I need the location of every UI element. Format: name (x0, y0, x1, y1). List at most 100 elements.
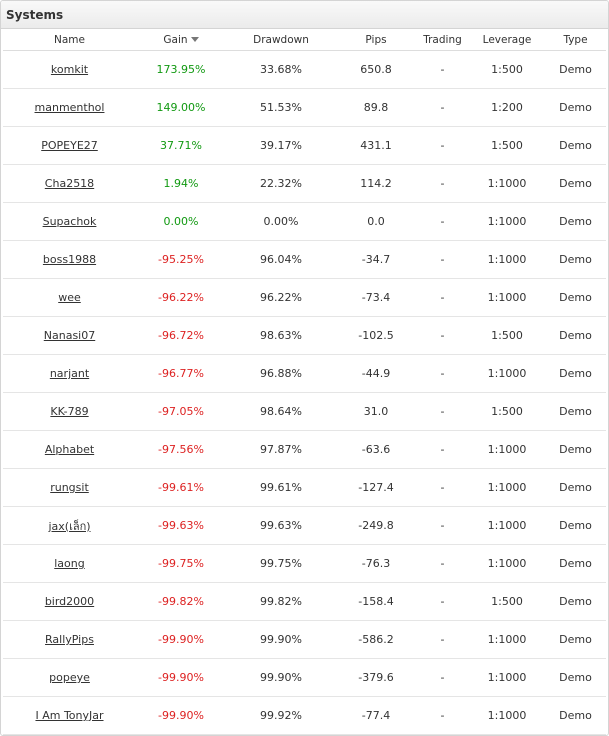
cell-drawdown-value: 99.90% (260, 671, 302, 684)
system-name-link[interactable]: narjant (49, 367, 90, 380)
cell-leverage: 1:1000 (469, 278, 545, 317)
column-header-pips[interactable]: Pips (336, 29, 416, 51)
cell-name: Nanasi07 (3, 316, 136, 355)
cell-trading-value: - (440, 671, 445, 684)
column-header-label: Trading (423, 33, 462, 46)
cell-gain-value: -99.63% (158, 519, 204, 532)
cell-type: Demo (545, 696, 606, 735)
column-header-name[interactable]: Name (3, 29, 136, 51)
cell-gain: 1.94% (136, 164, 226, 203)
system-name-link[interactable]: I Am TonyJar (35, 709, 104, 722)
cell-leverage-value: 1:1000 (487, 519, 527, 532)
cell-gain: -96.72% (136, 316, 226, 355)
cell-gain: -97.56% (136, 430, 226, 469)
cell-trading: - (416, 278, 469, 317)
cell-type-value: Demo (559, 177, 592, 190)
cell-trading-value: - (440, 253, 445, 266)
system-name-link[interactable]: rungsit (50, 481, 89, 494)
table-row: komkit 173.95% 33.68% 650.8 - 1:500 Demo (3, 50, 606, 89)
system-name-link[interactable]: komkit (50, 63, 89, 76)
system-name-link[interactable]: wee (58, 291, 81, 304)
cell-drawdown: 97.87% (226, 430, 336, 469)
system-name-link[interactable]: Supachok (42, 215, 97, 228)
cell-gain: 173.95% (136, 50, 226, 89)
cell-leverage-value: 1:1000 (487, 291, 527, 304)
system-name-link[interactable]: manmenthol (34, 101, 105, 114)
cell-leverage: 1:1000 (469, 658, 545, 697)
column-header-label: Pips (365, 33, 387, 46)
cell-drawdown-value: 33.68% (260, 63, 302, 76)
cell-gain: 149.00% (136, 88, 226, 127)
column-header-type[interactable]: Type (545, 29, 606, 51)
cell-leverage-value: 1:1000 (487, 177, 527, 190)
system-name-link[interactable]: POPEYE27 (41, 139, 98, 152)
cell-gain: -99.90% (136, 658, 226, 697)
system-name-link[interactable]: popeye (49, 671, 90, 684)
cell-leverage: 1:200 (469, 88, 545, 127)
cell-trading: - (416, 240, 469, 279)
table-row: bird2000 -99.82% 99.82% -158.4 - 1:500 Demo (3, 582, 606, 621)
system-name-link[interactable]: RallyPips (45, 633, 94, 646)
cell-pips-value: 431.1 (360, 139, 392, 152)
column-header-gain[interactable]: Gain (136, 29, 226, 51)
cell-drawdown-value: 96.22% (260, 291, 302, 304)
cell-type-value: Demo (559, 63, 592, 76)
cell-leverage-value: 1:500 (491, 63, 523, 76)
cell-trading-value: - (440, 481, 445, 494)
cell-leverage-value: 1:1000 (487, 481, 527, 494)
table-row: Nanasi07 -96.72% 98.63% -102.5 - 1:500 Demo (3, 316, 606, 355)
system-name-link[interactable]: Alphabet (44, 443, 95, 456)
cell-pips: 31.0 (336, 392, 416, 431)
cell-drawdown: 96.88% (226, 354, 336, 393)
cell-leverage-value: 1:1000 (487, 671, 527, 684)
cell-trading-value: - (440, 709, 445, 722)
column-header-leverage[interactable]: Leverage (469, 29, 545, 51)
cell-pips-value: -77.4 (361, 709, 391, 722)
cell-gain: -99.90% (136, 620, 226, 659)
table-row: narjant -96.77% 96.88% -44.9 - 1:1000 Demo (3, 354, 606, 393)
table-row: Supachok 0.00% 0.00% 0.0 - 1:1000 Demo (3, 202, 606, 241)
cell-type: Demo (545, 544, 606, 583)
table-row: boss1988 -95.25% 96.04% -34.7 - 1:1000 Demo (3, 240, 606, 279)
cell-trading: - (416, 582, 469, 621)
column-header-drawdown[interactable]: Drawdown (226, 29, 336, 51)
cell-leverage-value: 1:1000 (487, 633, 527, 646)
cell-trading: - (416, 88, 469, 127)
cell-name: boss1988 (3, 240, 136, 279)
cell-drawdown-value: 99.63% (260, 519, 302, 532)
cell-trading-value: - (440, 633, 445, 646)
cell-trading: - (416, 468, 469, 507)
cell-pips-value: -158.4 (358, 595, 394, 608)
cell-drawdown-value: 39.17% (260, 139, 302, 152)
system-name-link[interactable]: jax(เล็ก) (48, 519, 91, 533)
system-name-link[interactable]: Cha2518 (44, 177, 95, 190)
system-name-link[interactable]: bird2000 (44, 595, 95, 608)
cell-pips: -102.5 (336, 316, 416, 355)
cell-trading-value: - (440, 215, 445, 228)
sort-descending-icon (190, 36, 199, 42)
cell-name: rungsit (3, 468, 136, 507)
cell-name: RallyPips (3, 620, 136, 659)
column-header-trading[interactable]: Trading (416, 29, 469, 51)
cell-gain: -99.90% (136, 696, 226, 735)
cell-pips: -44.9 (336, 354, 416, 393)
cell-type-value: Demo (559, 253, 592, 266)
cell-type: Demo (545, 50, 606, 89)
cell-pips: 650.8 (336, 50, 416, 89)
cell-drawdown: 99.90% (226, 658, 336, 697)
cell-pips: -77.4 (336, 696, 416, 735)
cell-leverage: 1:500 (469, 392, 545, 431)
cell-leverage: 1:1000 (469, 354, 545, 393)
system-name-link[interactable]: KK-789 (50, 405, 89, 418)
cell-type-value: Demo (559, 367, 592, 380)
cell-pips-value: 114.2 (360, 177, 392, 190)
cell-trading-value: - (440, 557, 445, 570)
cell-leverage-value: 1:1000 (487, 367, 527, 380)
cell-type-value: Demo (559, 215, 592, 228)
cell-leverage: 1:1000 (469, 544, 545, 583)
cell-type: Demo (545, 468, 606, 507)
system-name-link[interactable]: boss1988 (42, 253, 97, 266)
cell-leverage-value: 1:1000 (487, 253, 527, 266)
system-name-link[interactable]: laong (54, 557, 85, 570)
system-name-link[interactable]: Nanasi07 (43, 329, 96, 342)
